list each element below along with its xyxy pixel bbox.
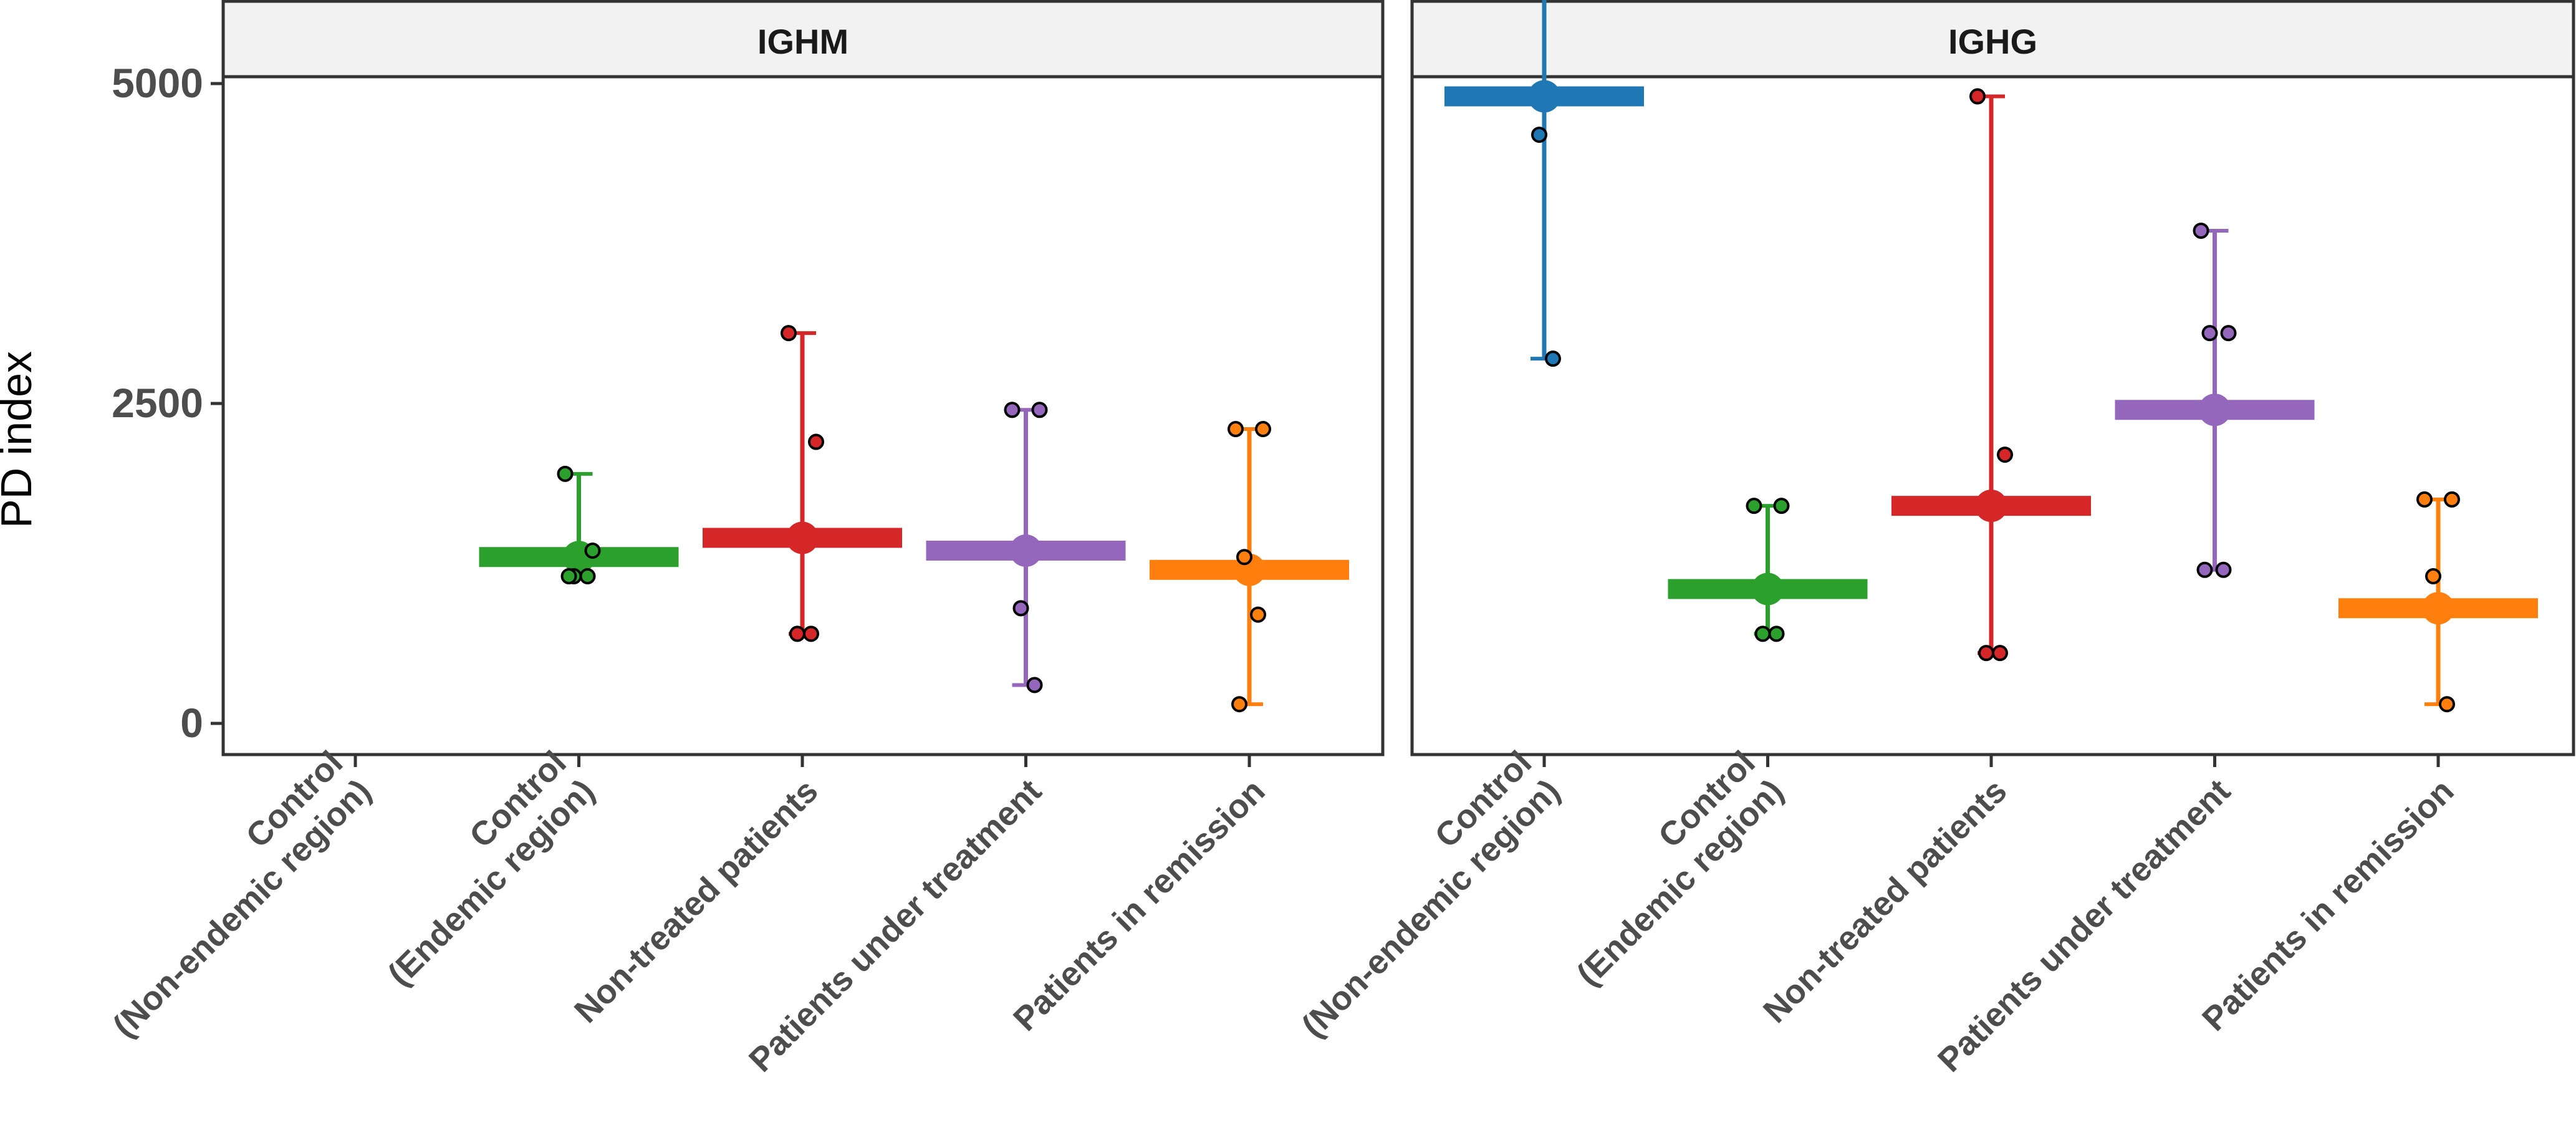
ighg-data-point <box>2196 561 2213 578</box>
ighm-x-tick-label: Patients in remission <box>1006 772 1272 1038</box>
ighg-data-point <box>1992 645 2008 662</box>
ighg-data-point <box>2193 222 2209 239</box>
ighm-data-point <box>1236 549 1252 566</box>
ighg-data-point <box>2416 491 2433 508</box>
ighg-x-tick-label: Control(Endemic region) <box>1542 744 1791 993</box>
ighm-panel-strip <box>221 0 1385 79</box>
ighm-x-tick-label: Control(Endemic region) <box>353 744 602 993</box>
ighm-data-point <box>789 625 805 642</box>
ighg-median-point <box>1751 572 1784 606</box>
ighg-data-point <box>1754 625 1771 642</box>
ighm-data-point <box>584 542 601 559</box>
y-tick-label: 5000 <box>112 60 203 106</box>
ighg-median-point <box>1528 80 1560 113</box>
ighg-median-point <box>1975 490 2007 523</box>
ighg-panel-title: IGHG <box>1948 22 2037 61</box>
ighg-x-tick-label: Control(Non-endemic region) <box>1266 744 1567 1045</box>
ighg-data-point <box>1997 447 2013 463</box>
ighm-data-point <box>1255 421 1271 438</box>
ighm-data-point <box>781 325 797 342</box>
ighg-data-point <box>1746 498 1762 514</box>
ighm-data-point <box>579 568 596 585</box>
ighg-data-point <box>2201 325 2218 342</box>
ighg-data-point <box>2425 568 2441 585</box>
ighg-median-point <box>2198 394 2231 427</box>
y-tick-label: 0 <box>180 700 203 746</box>
ighm-data-point <box>557 465 574 482</box>
ighm-data-point <box>560 568 577 585</box>
ighm-x-tick-label: Control(Non-endemic region) <box>77 744 378 1045</box>
ighg-data-point <box>1969 88 1986 105</box>
ighm-data-point <box>1250 606 1266 623</box>
ighm-data-point <box>1231 696 1247 713</box>
ighg-data-point <box>2439 696 2455 713</box>
ighg-data-point <box>1545 350 1561 367</box>
ighg-panel-strip <box>1410 0 2575 79</box>
ighg-data-point <box>2220 325 2237 342</box>
ighm-data-point <box>1228 421 1244 438</box>
ighm-data-point <box>1004 402 1021 418</box>
ighm-panel-title: IGHM <box>757 22 848 61</box>
ighg-data-point <box>1978 645 1994 662</box>
ighm-data-point <box>1026 677 1043 693</box>
ighg-data-point <box>1773 498 1790 514</box>
ighg-data-point <box>2444 491 2460 508</box>
ighm-x-tick-label: Non-treated patients <box>567 772 825 1030</box>
ighm-data-point <box>1031 402 1048 418</box>
ighg-x-tick-label: Non-treated patients <box>1756 772 2014 1030</box>
ighg-data-point <box>1531 127 1547 143</box>
ighg-x-tick-label: Patients in remission <box>2195 772 2461 1038</box>
ighg-data-point <box>1768 625 1785 642</box>
ighm-data-point <box>803 625 819 642</box>
ighm-data-point <box>1012 600 1029 617</box>
y-axis-label: PD index <box>0 351 41 528</box>
ighg-median-point <box>2422 592 2454 625</box>
ighm-data-point <box>808 433 824 450</box>
y-tick-label: 2500 <box>112 380 203 426</box>
ighm-median-point <box>786 521 819 554</box>
ighm-median-point <box>1009 534 1042 567</box>
ighg-data-point <box>2215 561 2232 578</box>
